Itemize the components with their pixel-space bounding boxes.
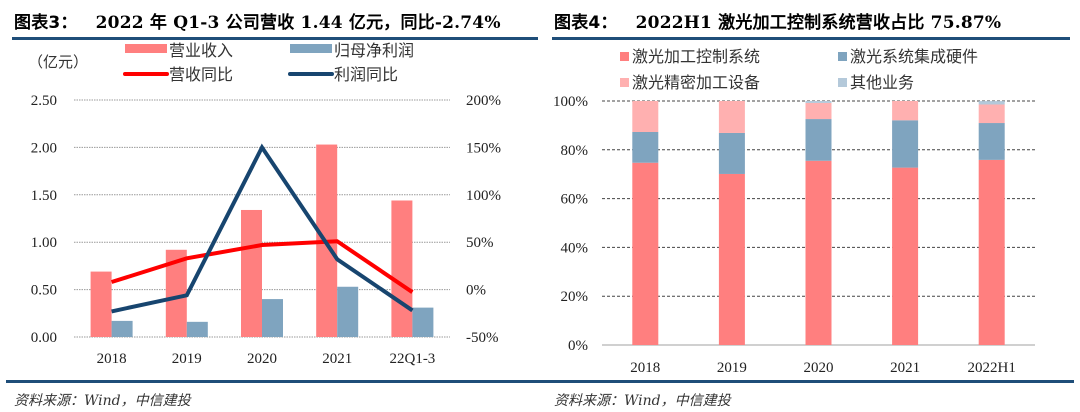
- x-axis-tick-label: 2019: [172, 351, 202, 367]
- bottom-rule: [6, 380, 540, 383]
- revenue-profit-chart: 0.00 0.50 1.00 1.50 2.00 2.50 -50% 0% 50% 100% 150…: [28, 41, 501, 367]
- source-note: 资料来源：Wind，中信建投: [554, 393, 731, 409]
- stacked-segment-control-system: [718, 173, 745, 345]
- revenue-mix-chart: 0% 20% 40% 60% 80% 100% 2018 2019 2020 2021 2022H1…: [553, 47, 1035, 376]
- stacked-segment-precision-equipment: [805, 102, 832, 120]
- x-axis-tick-label: 2021: [322, 351, 352, 367]
- legend-label: 激光系统集成硬件: [850, 47, 978, 66]
- bar-net-profit: [337, 286, 359, 337]
- source-note: 资料来源：Wind，中信建投: [14, 393, 191, 409]
- left-axis-tick-label: 1.50: [31, 188, 57, 204]
- left-axis-tick-label: 2.50: [31, 93, 57, 109]
- x-axis-tick-label: 2019: [717, 360, 747, 376]
- stacked-segment-integration-hardware: [805, 119, 832, 161]
- chart-title: 图表3： 2022 年 Q1-3 公司营收 1.44 亿元，同比-2.74%: [14, 8, 501, 33]
- y-axis-tick-label: 40%: [561, 240, 589, 256]
- stacked-segment-integration-hardware: [718, 132, 745, 174]
- y-axis-tick-label: 80%: [561, 143, 589, 159]
- stacked-segment-precision-equipment: [718, 101, 745, 133]
- legend-swatch: [838, 52, 847, 61]
- stacked-segment-integration-hardware: [892, 120, 919, 168]
- y-axis-tick-label: 20%: [561, 289, 589, 305]
- bar-revenue: [165, 249, 187, 337]
- stacked-segment-control-system: [978, 159, 1005, 345]
- bar-net-profit: [262, 299, 283, 337]
- right-axis-tick-label: 200%: [466, 93, 501, 109]
- bar-net-profit: [412, 307, 434, 337]
- y-axis-tick-label: 100%: [553, 94, 588, 110]
- legend-swatch: [125, 44, 167, 53]
- right-axis-tick-label: 150%: [466, 140, 501, 156]
- title-rule: [12, 37, 538, 40]
- stacked-segment-integration-hardware: [978, 123, 1005, 160]
- stacked-segment-other: [805, 101, 832, 103]
- legend-label: 利润同比: [334, 65, 398, 84]
- bar-revenue: [391, 200, 413, 337]
- left-axis-tick-label: 0.00: [31, 330, 57, 346]
- x-axis-tick-label: 2020: [247, 351, 277, 367]
- title-rule: [552, 37, 1070, 40]
- bar-revenue: [90, 271, 112, 337]
- x-axis-tick-label: 2018: [97, 351, 127, 367]
- x-axis-tick-label: 2022H1: [968, 360, 1016, 376]
- left-axis-tick-label: 0.50: [31, 283, 57, 299]
- y-axis-tick-label: 0%: [568, 338, 588, 354]
- legend-swatch: [290, 44, 332, 53]
- bar-revenue: [241, 209, 262, 337]
- chart-title: 图表4： 2022H1 激光加工控制系统营收占比 75.87%: [554, 8, 1001, 33]
- bottom-rule: [540, 380, 1074, 383]
- stacked-segment-precision-equipment: [632, 101, 659, 132]
- x-axis-tick-label: 2018: [630, 360, 660, 376]
- title-text: 2022 年 Q1-3 公司营收 1.44 亿元，同比-2.74%: [95, 13, 501, 33]
- legend-label: 激光加工控制系统: [632, 47, 760, 66]
- right-axis-tick-label: 100%: [466, 188, 501, 204]
- stacked-segment-control-system: [892, 167, 919, 345]
- left-axis-tick-label: 1.00: [31, 235, 57, 251]
- stacked-segment-integration-hardware: [632, 131, 659, 163]
- legend-label: 营业收入: [169, 41, 233, 60]
- legend-label: 激光精密加工设备: [632, 73, 760, 92]
- legend-label: 营收同比: [169, 65, 233, 84]
- chart-panel-mix: 图表4： 2022H1 激光加工控制系统营收占比 75.87% 0% 20% 40% 6…: [540, 0, 1080, 412]
- stacked-segment-other: [978, 101, 1005, 105]
- bar-net-profit: [111, 320, 133, 337]
- stacked-segment-control-system: [805, 160, 832, 345]
- chart-panel-revenue: 图表3： 2022 年 Q1-3 公司营收 1.44 亿元，同比-2.74% 0.…: [6, 8, 540, 409]
- legend-label: 归母净利润: [334, 41, 414, 60]
- legend-swatch: [620, 78, 629, 87]
- legend-label: 其他业务: [850, 73, 914, 92]
- right-axis-tick-label: 50%: [466, 235, 494, 251]
- figure-number: 图表4：: [554, 13, 618, 33]
- x-axis-tick-label: 22Q1-3: [389, 351, 435, 367]
- bar-net-profit: [186, 321, 208, 337]
- legend-swatch: [838, 78, 847, 87]
- x-axis-tick-label: 2021: [890, 360, 920, 376]
- title-text: 2022H1 激光加工控制系统营收占比 75.87%: [635, 13, 1002, 33]
- right-axis-tick-label: 0%: [466, 283, 486, 299]
- stacked-segment-precision-equipment: [892, 101, 919, 121]
- figure-number: 图表3：: [14, 13, 78, 33]
- stacked-segment-precision-equipment: [978, 104, 1005, 124]
- x-axis-tick-label: 2020: [804, 360, 834, 376]
- stacked-segment-control-system: [632, 162, 659, 345]
- left-axis-tick-label: 2.00: [31, 140, 57, 156]
- y-axis-tick-label: 60%: [561, 192, 589, 208]
- legend-swatch: [620, 52, 629, 61]
- unit-label: （亿元）: [28, 53, 88, 71]
- right-axis-tick-label: -50%: [466, 330, 499, 346]
